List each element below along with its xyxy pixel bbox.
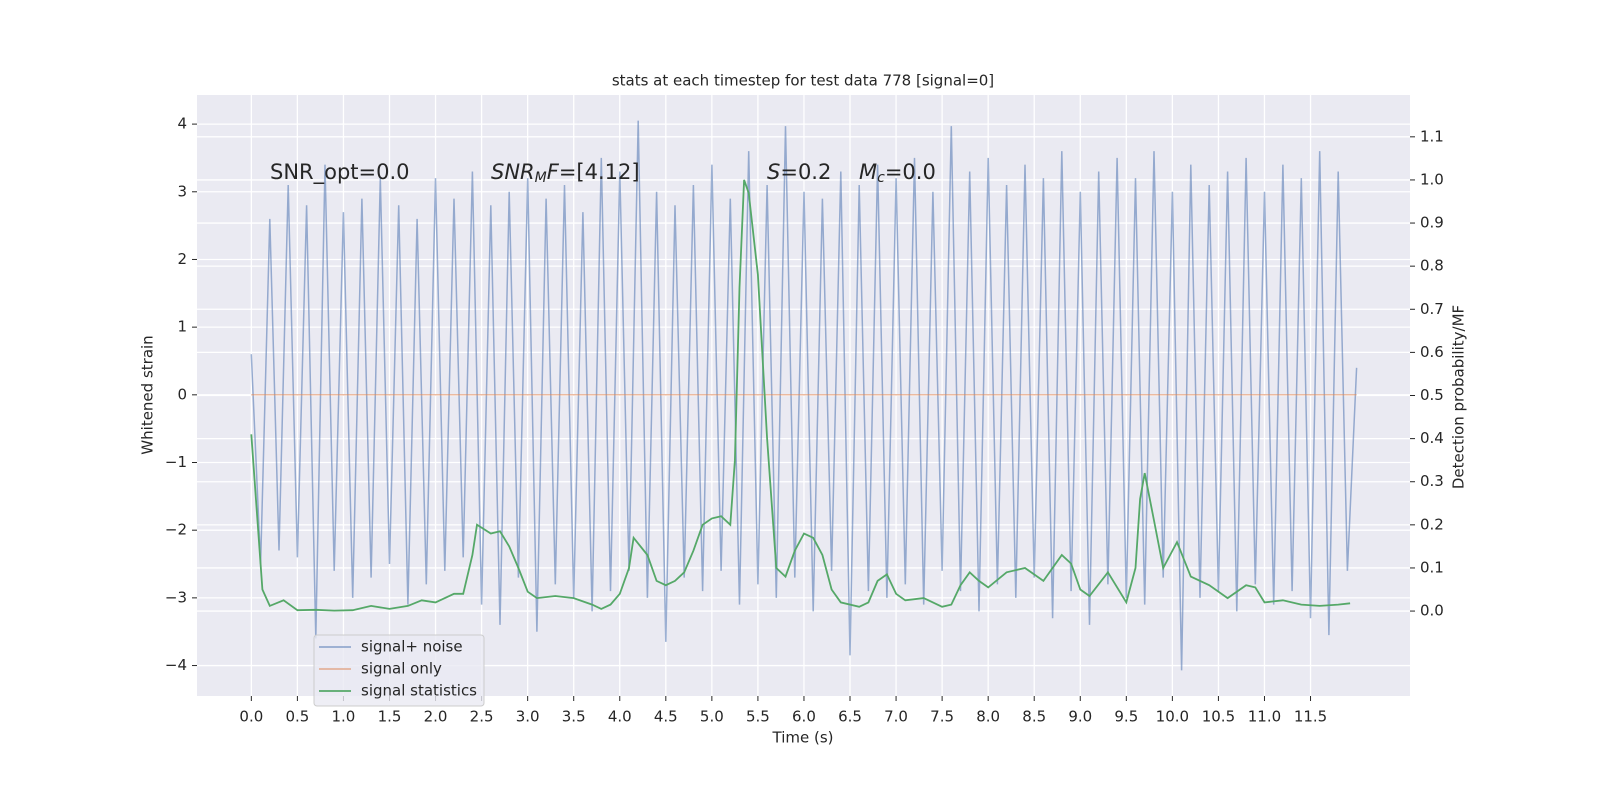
x-tick-label: 9.0	[1068, 708, 1092, 726]
x-tick-label: 1.5	[378, 708, 402, 726]
x-tick-label: 9.5	[1114, 708, 1138, 726]
y-tick-label: 3	[177, 182, 187, 200]
x-tick-label: 10.0	[1156, 708, 1189, 726]
x-tick-label: 3.5	[562, 708, 586, 726]
y2-tick-label: 1.0	[1420, 170, 1444, 188]
annotation-part: S	[767, 160, 780, 184]
x-tick-label: 6.5	[838, 708, 862, 726]
y-tick-label: −1	[165, 453, 187, 471]
x-tick-label: 2.0	[424, 708, 448, 726]
x-tick-label: 7.5	[930, 708, 954, 726]
annotation-part: =0.0	[885, 160, 936, 184]
y2-tick-label: 0.1	[1420, 558, 1444, 576]
legend-box	[313, 634, 485, 707]
y2-axis-label: Detection probability/MF	[1450, 305, 1468, 489]
annotation-part: =[4.12]	[559, 160, 640, 184]
y-tick-label: 1	[177, 318, 187, 336]
x-tick-label: 8.0	[976, 708, 1000, 726]
x-tick-label: 4.5	[654, 708, 678, 726]
x-tick-label: 8.5	[1022, 708, 1046, 726]
legend-label: signal statistics	[361, 682, 477, 700]
y2-tick-label: 1.1	[1420, 127, 1444, 145]
y-tick-label: −3	[165, 588, 187, 606]
y2-tick-label: 0.5	[1420, 386, 1444, 404]
y2-tick-label: 0.8	[1420, 257, 1444, 275]
y2-tick-label: 0.9	[1420, 214, 1444, 232]
x-tick-label: 7.0	[884, 708, 908, 726]
y-tick-label: −2	[165, 521, 187, 539]
annotation: Mc=0.0	[859, 160, 936, 186]
y2-tick-label: 0.3	[1420, 472, 1444, 490]
y-tick-label: 2	[177, 250, 187, 268]
annotation-part: M	[535, 170, 547, 186]
y-tick-label: 0	[177, 385, 187, 403]
x-tick-label: 3.0	[516, 708, 540, 726]
series-line	[250, 179, 1351, 612]
y-tick-label: 4	[177, 115, 187, 133]
x-tick-label: 0.0	[239, 708, 263, 726]
annotation-part: SNR_opt=0.0	[270, 160, 410, 185]
x-tick-label: 1.0	[332, 708, 356, 726]
y2-tick-label: 0.6	[1420, 343, 1444, 361]
x-axis-label: Time (s)	[772, 729, 834, 747]
y2-tick-label: 0.0	[1420, 602, 1444, 620]
x-tick-label: 0.5	[285, 708, 309, 726]
x-tick-label: 11.0	[1248, 708, 1281, 726]
chart-title: stats at each timestep for test data 778…	[612, 72, 994, 90]
y2-tick-label: 0.4	[1420, 429, 1444, 447]
x-tick-label: 11.5	[1294, 708, 1327, 726]
x-tick-label: 5.0	[700, 708, 724, 726]
x-tick-label: 6.0	[792, 708, 816, 726]
series-line	[250, 120, 1358, 671]
annotation-part: c	[877, 170, 885, 186]
x-tick-label: 4.0	[608, 708, 632, 726]
x-tick-label: 10.5	[1202, 708, 1235, 726]
annotation-part: =0.2	[780, 160, 831, 184]
x-tick-label: 5.5	[746, 708, 770, 726]
annotation-part: F	[547, 160, 560, 184]
x-tick-label: 2.5	[470, 708, 494, 726]
y-axis-label: Whitened strain	[139, 335, 157, 454]
annotation: SNR_opt=0.0	[270, 160, 410, 185]
y2-tick-label: 0.2	[1420, 515, 1444, 533]
annotation-part: M	[859, 160, 877, 184]
annotation: S=0.2	[767, 160, 831, 184]
annotation-part: SNR	[491, 160, 535, 184]
legend-label: signal+ noise	[361, 638, 463, 656]
y-tick-label: −4	[165, 656, 187, 674]
legend-label: signal only	[361, 660, 442, 678]
y2-tick-label: 0.7	[1420, 300, 1444, 318]
annotation: SNRMF=[4.12]	[491, 160, 640, 186]
